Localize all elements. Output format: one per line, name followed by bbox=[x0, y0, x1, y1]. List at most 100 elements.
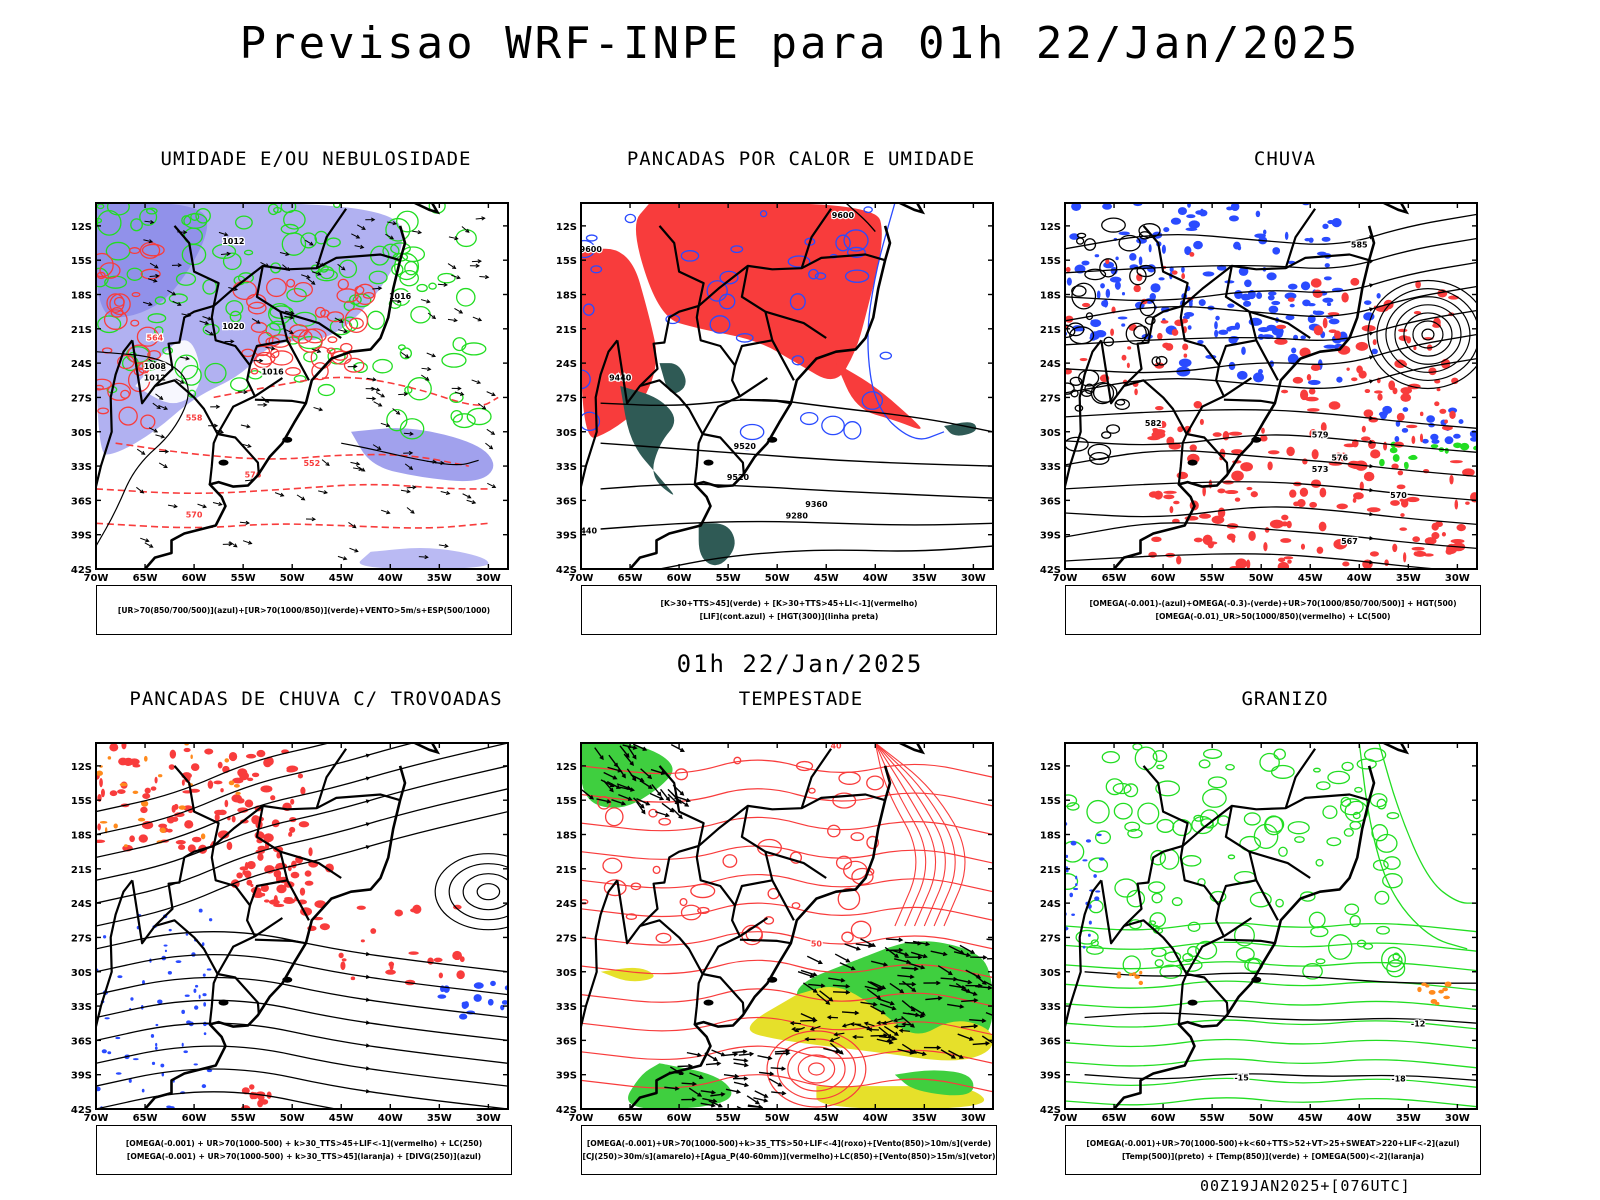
lon-tick-label: 70W bbox=[1053, 1113, 1078, 1123]
thunder-red-cell bbox=[256, 749, 266, 758]
wind-vector bbox=[867, 1027, 873, 1032]
temp850-contour bbox=[1172, 818, 1192, 837]
wind-vector bbox=[913, 966, 919, 972]
wind-vector bbox=[959, 1004, 965, 1009]
wind-vector bbox=[421, 367, 431, 370]
lon-tick-label: 40W bbox=[378, 573, 403, 583]
red-contour bbox=[354, 283, 376, 306]
pw-contour bbox=[789, 851, 803, 864]
omega-blue-cell bbox=[1268, 291, 1277, 296]
wind-vector bbox=[609, 787, 614, 793]
contour-label: 576 bbox=[1331, 453, 1348, 462]
thunder-red-cell bbox=[236, 872, 243, 879]
height-contour bbox=[1084, 268, 1107, 281]
wind-vector bbox=[491, 392, 496, 397]
wind-vector bbox=[722, 1053, 738, 1057]
rain-red-cell bbox=[1358, 370, 1367, 379]
lake-shape bbox=[703, 999, 714, 1006]
pw-contour bbox=[832, 792, 857, 809]
omega-blue-cell bbox=[1230, 203, 1240, 212]
wind-vector bbox=[830, 1036, 840, 1042]
coastline-ne bbox=[899, 743, 926, 755]
hail-blue-cell bbox=[1093, 874, 1097, 878]
wind-vector bbox=[355, 461, 361, 466]
lat-tick-label: 33S bbox=[1040, 1002, 1061, 1013]
border-line bbox=[1223, 398, 1276, 405]
wind-vector bbox=[456, 275, 461, 280]
wind-vector bbox=[284, 310, 294, 315]
omega-blue-cell bbox=[1181, 266, 1185, 273]
pw-contour bbox=[850, 832, 865, 842]
temp850-contour bbox=[1187, 921, 1201, 933]
border-line bbox=[639, 379, 704, 435]
wind-vector bbox=[919, 1013, 925, 1019]
lat-tick-label: 27S bbox=[556, 393, 577, 404]
divergence-blue-cell bbox=[201, 942, 205, 947]
green-contour bbox=[229, 377, 249, 392]
height-contour bbox=[1084, 383, 1095, 395]
panel-title: PANCADAS DE CHUVA C/ TROVOADAS bbox=[129, 688, 503, 710]
green-contour bbox=[130, 218, 143, 232]
thunder-red-cell bbox=[338, 952, 344, 959]
temp850-contour bbox=[1193, 814, 1204, 822]
wind-vector bbox=[239, 521, 249, 524]
wind-vector bbox=[608, 754, 618, 767]
green-contour bbox=[455, 287, 476, 307]
temp850-contour bbox=[1065, 980, 1477, 991]
wind-vector bbox=[901, 999, 915, 1012]
wind-vector bbox=[159, 395, 164, 400]
wind-vector bbox=[177, 263, 183, 268]
wind-vector bbox=[317, 271, 322, 276]
lifted-index-contour bbox=[814, 272, 827, 280]
wind-vector bbox=[220, 253, 231, 255]
temp500-contour bbox=[1084, 971, 1477, 984]
wind-vector bbox=[233, 543, 238, 548]
rain-red-cell bbox=[1313, 325, 1323, 336]
lat-tick-label: 12S bbox=[1040, 762, 1061, 773]
wind-vector bbox=[661, 802, 674, 813]
rain-red-cell bbox=[1198, 513, 1211, 519]
thunder-red-cell bbox=[270, 795, 276, 801]
pw-contour bbox=[791, 902, 801, 910]
green-contour bbox=[407, 377, 432, 401]
hail-blue-cell bbox=[1098, 857, 1105, 861]
green-contour bbox=[222, 252, 242, 271]
omega-blue-cell bbox=[1254, 233, 1266, 239]
lon-tick-label: 30W bbox=[476, 573, 501, 583]
border-line bbox=[1217, 879, 1257, 906]
orange-cell bbox=[228, 780, 235, 786]
thunder-red-cell bbox=[263, 833, 274, 843]
wind-vector bbox=[625, 753, 630, 759]
wind-vector bbox=[763, 1093, 769, 1098]
red-contour bbox=[131, 291, 141, 298]
omega-blue-cell bbox=[1470, 436, 1477, 442]
contour-label: 582 bbox=[1145, 419, 1162, 428]
thunder-red-cell bbox=[268, 899, 280, 905]
contour-label: 576 bbox=[245, 471, 262, 480]
map-frame bbox=[95, 742, 509, 1110]
rain-red-cell bbox=[1065, 266, 1071, 273]
streamline bbox=[1065, 450, 1477, 478]
divergence-blue-cell bbox=[128, 1078, 132, 1083]
streamline bbox=[96, 743, 332, 813]
omega-blue-cell bbox=[1114, 281, 1121, 290]
pw-contour bbox=[874, 743, 927, 927]
wind-vector bbox=[877, 1021, 888, 1024]
pw-contour bbox=[808, 787, 816, 794]
temp850-contour bbox=[1086, 799, 1110, 824]
height-contour bbox=[1151, 356, 1161, 367]
rain-red-cell bbox=[1127, 346, 1132, 350]
lat-tick-label: 12S bbox=[1040, 222, 1061, 233]
lat-tick-label: 27S bbox=[1040, 933, 1061, 944]
lon-tick-label: 70W bbox=[569, 1113, 594, 1123]
wind-vector bbox=[876, 995, 882, 1000]
wind-vector bbox=[487, 482, 496, 488]
temp850-contour bbox=[1209, 890, 1227, 903]
wind-vector bbox=[925, 997, 942, 1001]
omega-blue-cell bbox=[1187, 203, 1191, 208]
wind-vector bbox=[427, 366, 432, 372]
wind-vector bbox=[311, 280, 316, 285]
contour-label: 9440 bbox=[575, 527, 598, 536]
thunder-red-cell bbox=[96, 839, 106, 844]
wind-vector bbox=[160, 434, 166, 439]
